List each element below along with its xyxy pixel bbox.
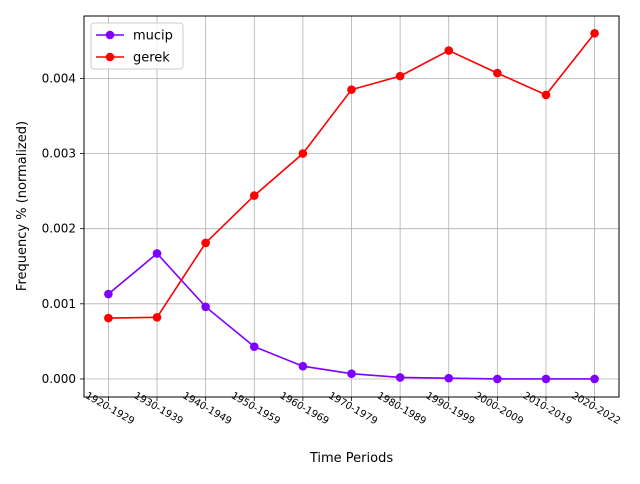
x-tick-label: 1920-1929	[83, 390, 136, 427]
y-tick-label: 0.000	[42, 372, 76, 386]
data-point-mucip	[152, 249, 162, 258]
data-point-mucip	[395, 373, 405, 382]
legend: mucip gerek	[90, 22, 184, 70]
x-axis: 1920-19291930-19391940-19491950-19591960…	[83, 390, 622, 427]
data-point-gerek	[590, 28, 599, 38]
data-point-mucip	[104, 289, 113, 299]
data-point-gerek	[541, 90, 551, 100]
data-point-mucip	[541, 374, 551, 384]
legend-marker-mucip	[105, 30, 115, 40]
data-point-mucip	[298, 361, 308, 371]
data-point-gerek	[298, 149, 308, 158]
data-point-gerek	[493, 68, 502, 78]
x-tick-label: 1950-1959	[229, 390, 282, 427]
y-tick-label: 0.002	[42, 222, 76, 236]
data-point-gerek	[249, 191, 259, 200]
legend-label: gerek	[133, 51, 170, 66]
legend-marker-gerek	[105, 52, 115, 62]
data-point-mucip	[347, 369, 356, 379]
data-point-gerek	[201, 238, 210, 248]
x-tick-label: 1960-1969	[278, 390, 331, 427]
series-layer	[104, 28, 599, 384]
x-tick-label: 2020-2022	[569, 390, 622, 427]
y-tick-label: 0.001	[42, 297, 76, 311]
data-point-mucip	[249, 342, 259, 351]
x-tick-label: 2010-2019	[521, 390, 574, 427]
x-axis-label: Time Periods	[309, 451, 393, 466]
x-tick-label: 1940-1949	[181, 390, 234, 427]
grid	[84, 16, 619, 397]
x-tick-label: 1970-1979	[326, 390, 379, 427]
data-point-mucip	[444, 373, 454, 383]
data-point-mucip	[590, 374, 599, 384]
data-point-gerek	[395, 71, 405, 81]
data-point-mucip	[201, 302, 210, 312]
y-tick-label: 0.003	[42, 147, 76, 161]
y-axis-label: Frequency % (normalized)	[15, 121, 30, 291]
x-tick-label: 1990-1999	[424, 390, 477, 427]
data-point-mucip	[493, 374, 502, 384]
y-tick-label: 0.004	[42, 71, 76, 85]
data-point-gerek	[104, 313, 113, 323]
data-point-gerek	[347, 85, 356, 94]
data-point-gerek	[152, 313, 162, 322]
y-axis: 0.000 0.001 0.002 0.003 0.004	[42, 71, 84, 386]
x-tick-label: 1930-1939	[132, 390, 185, 427]
x-tick-label: 2000-2009	[472, 390, 525, 427]
data-point-gerek	[444, 46, 454, 55]
legend-label: mucip	[133, 29, 173, 44]
x-tick-label: 1980-1989	[375, 390, 428, 427]
